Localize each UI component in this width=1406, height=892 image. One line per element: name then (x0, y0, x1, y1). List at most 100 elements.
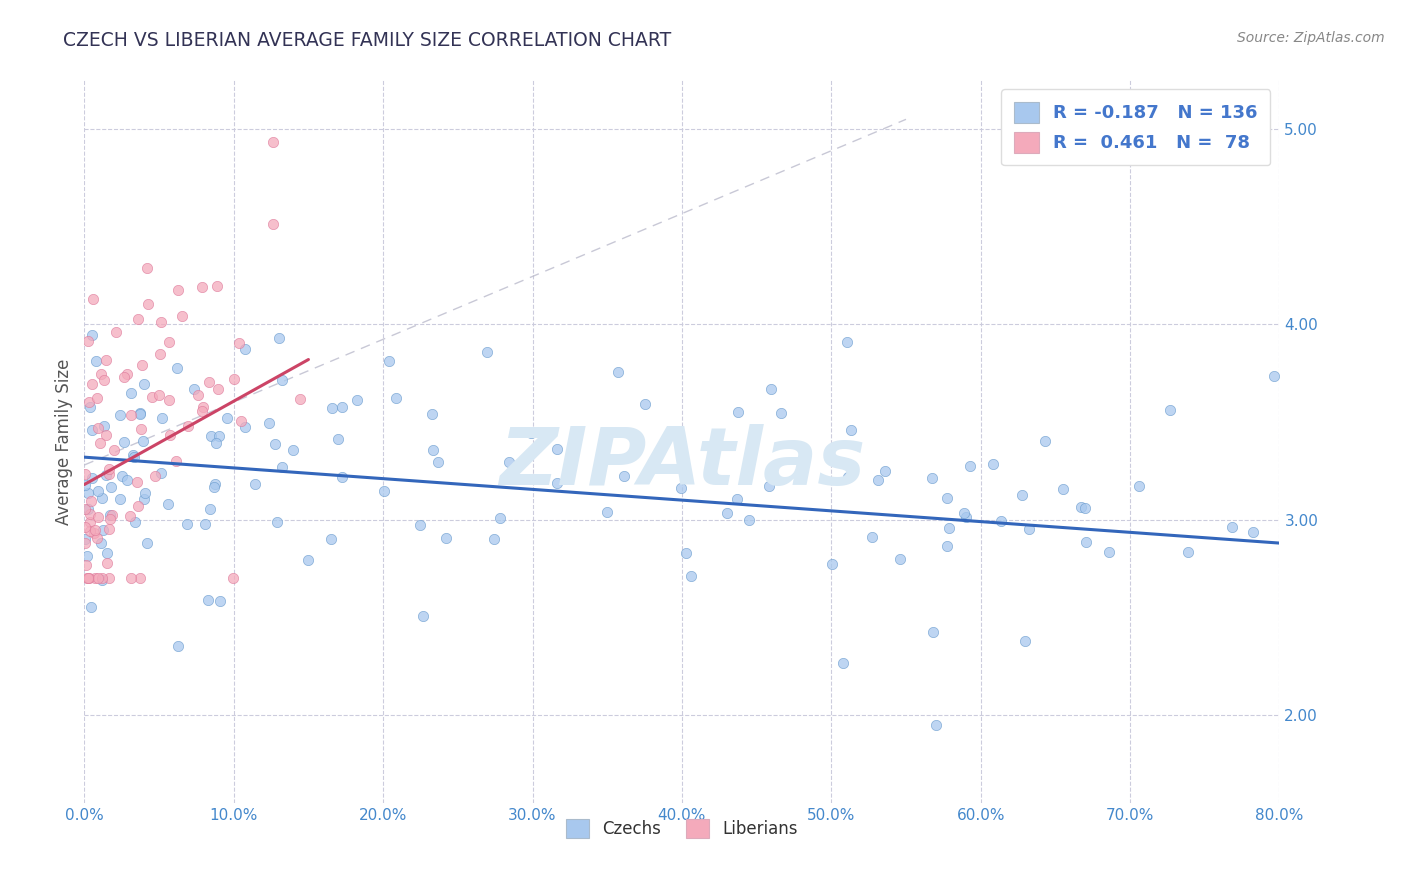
Point (1159, 403, 1181, 417)
Point (1074, 501, 1097, 516)
Point (150, 411, 173, 425)
Point (94, 353, 117, 368)
Point (89, 436, 111, 450)
Point (197, 375, 219, 389)
Point (488, 511, 510, 525)
Point (215, 410, 238, 425)
Point (262, 217, 284, 231)
Point (108, 492, 131, 507)
Point (148, 388, 170, 402)
Point (1128, 479, 1150, 493)
Point (205, 279, 228, 293)
Point (108, 408, 131, 422)
Point (607, 366, 630, 380)
Point (330, 400, 353, 414)
Point (482, 532, 505, 546)
Point (159, 428, 181, 442)
Point (207, 382, 229, 396)
Point (86, 391, 108, 405)
Point (935, 491, 957, 505)
Point (75, 558, 97, 572)
Y-axis label: Average Family Size: Average Family Size (55, 359, 73, 524)
Point (84, 354, 107, 368)
Point (198, 502, 221, 516)
Point (127, 312, 149, 326)
Point (716, 507, 738, 521)
Point (319, 532, 342, 546)
Point (76, 571, 98, 585)
Point (983, 457, 1005, 471)
Point (103, 442, 125, 457)
Point (233, 342, 256, 356)
Point (172, 310, 194, 324)
Point (498, 455, 520, 469)
Text: CZECH VS LIBERIAN AVERAGE FAMILY SIZE CORRELATION CHART: CZECH VS LIBERIAN AVERAGE FAMILY SIZE CO… (63, 31, 672, 50)
Point (187, 387, 209, 401)
Point (821, 557, 844, 571)
Point (105, 325, 128, 339)
Point (245, 476, 267, 491)
Point (769, 406, 792, 420)
Point (519, 426, 541, 441)
Point (90, 367, 112, 381)
Point (91, 491, 114, 505)
Point (111, 468, 134, 483)
Point (115, 473, 138, 487)
Point (922, 624, 945, 639)
Point (128, 406, 150, 420)
Point (297, 553, 319, 567)
Point (875, 464, 897, 478)
Point (79, 515, 101, 529)
Point (76, 486, 98, 500)
Point (231, 414, 253, 428)
Point (679, 569, 702, 583)
Point (76, 571, 98, 585)
Point (96, 428, 118, 442)
Point (202, 479, 225, 493)
Point (727, 492, 749, 507)
Point (837, 470, 859, 484)
Point (233, 420, 256, 434)
Point (75, 467, 97, 482)
Point (412, 608, 434, 623)
Point (200, 429, 222, 443)
Point (143, 469, 166, 483)
Point (420, 407, 443, 421)
Point (80, 493, 103, 508)
Text: Source: ZipAtlas.com: Source: ZipAtlas.com (1237, 31, 1385, 45)
Point (204, 477, 226, 491)
Point (409, 518, 432, 533)
Point (860, 531, 883, 545)
Point (97, 571, 120, 585)
Point (120, 508, 142, 523)
Point (100, 480, 122, 494)
Point (73, 536, 96, 550)
Text: ZIPAtlas: ZIPAtlas (499, 425, 865, 502)
Point (82, 376, 104, 391)
Point (115, 368, 138, 382)
Point (91, 571, 114, 585)
Point (91, 524, 114, 538)
Point (120, 385, 142, 400)
Point (98, 508, 121, 522)
Point (1052, 482, 1074, 496)
Point (131, 358, 153, 372)
Point (1263, 368, 1285, 383)
Point (1033, 434, 1056, 449)
Point (84, 571, 107, 585)
Point (925, 718, 948, 732)
Point (546, 476, 568, 491)
Point (197, 592, 219, 607)
Point (1241, 525, 1264, 540)
Point (1177, 545, 1199, 559)
Point (373, 484, 395, 499)
Point (79, 600, 101, 615)
Point (1014, 634, 1036, 648)
Point (270, 373, 292, 387)
Point (1018, 522, 1040, 536)
Point (97, 467, 120, 482)
Point (86, 532, 108, 546)
Point (1074, 534, 1097, 549)
Point (112, 435, 135, 450)
Point (132, 492, 155, 507)
